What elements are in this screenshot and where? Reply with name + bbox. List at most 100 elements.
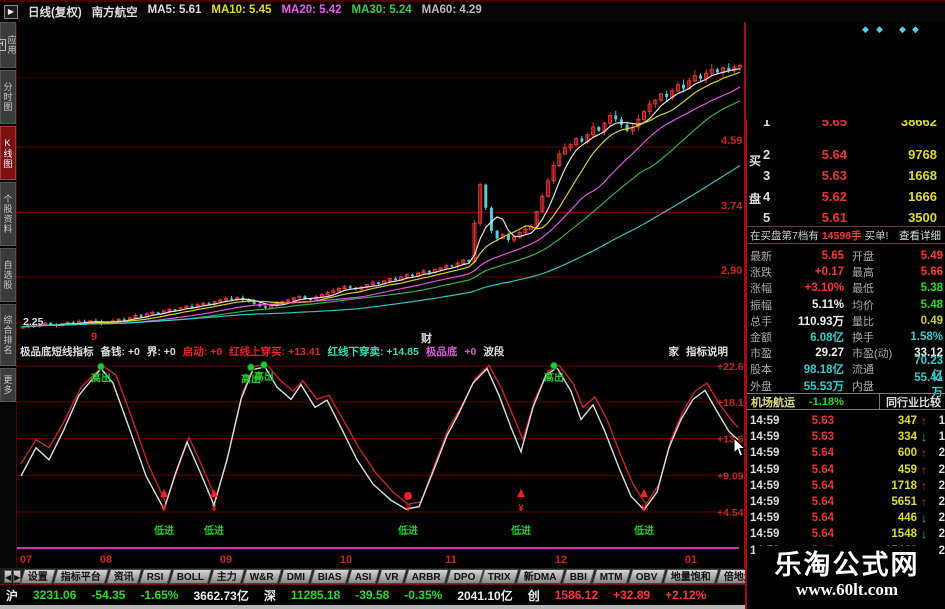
stat-label: 均价 — [852, 299, 874, 312]
order-level: 2 — [763, 146, 771, 162]
sidebar-item-K线图[interactable]: K线图 — [0, 126, 16, 180]
tab-地量饱和[interactable]: 地量饱和 — [662, 568, 719, 584]
tick-volume: 5651 — [891, 496, 917, 508]
stat-value: 29.27 — [815, 347, 844, 360]
sidebar-item-应用[interactable]: H 应用 — [0, 22, 17, 68]
sidebar-item-更多[interactable]: 更多 — [0, 368, 16, 402]
tab-ARBR[interactable]: ARBR — [403, 568, 449, 584]
order-level: 3 — [763, 167, 771, 183]
tab-倍地量[interactable]: 倍地量 — [715, 568, 745, 584]
watermark-title: 乐淘公式网 — [774, 550, 920, 580]
tick-price: 5.64 — [811, 463, 834, 476]
tab-MTM[interactable]: MTM — [592, 568, 632, 584]
tick-time: 14:59 — [750, 528, 780, 541]
order-book-row[interactable]: 5 5.61 3500 — [747, 207, 945, 225]
tab-新DMA[interactable]: 新DMA — [516, 568, 566, 584]
candlestick-chart[interactable]: 4.59 3.74 2.90 2.25 — [16, 22, 746, 344]
tab-主力[interactable]: 主力 — [209, 568, 246, 584]
tab-W&R[interactable]: W&R — [242, 568, 283, 584]
tick-row: 14:59 5.64 600 ↑ 2 — [747, 445, 945, 461]
down-arrow-icon: ↓ — [921, 511, 927, 526]
sidebar-item-label: 应用 — [6, 35, 17, 55]
title-segment-2: MA5: 5.61 — [147, 4, 202, 16]
order-level: 4 — [763, 188, 771, 204]
sidebar-item-label: 综合排名 — [2, 315, 13, 355]
scroll-left-button[interactable]: ◀ — [4, 569, 13, 583]
chart-title-ma-legend: 日线(复权) 南方航空 MA5: 5.61 MA10: 5.45 MA20: 5.42 M… — [28, 4, 482, 20]
diamond-mark: ◆ — [912, 24, 919, 34]
stat-value: +0.17 — [814, 266, 844, 279]
status-segment-10: 创 — [527, 588, 540, 603]
sidebar-item-label: 分时图 — [2, 82, 13, 112]
tab-资讯[interactable]: 资讯 — [106, 568, 143, 584]
stat-value: 5.11% — [812, 298, 844, 311]
tab-RSI[interactable]: RSI — [139, 568, 173, 584]
buy-order-book: 买盘 1 5.65 38662 2 5.64 9768 3 5.63 1668 4 5.62 1666 5… — [747, 120, 945, 224]
svg-text:09: 09 — [220, 554, 232, 566]
stat-label: 最低 — [852, 283, 874, 296]
status-segment-8: -0.35% — [404, 588, 443, 602]
tick-volume: 1718 — [891, 479, 917, 492]
stat-row: 振幅 5.11% 均价 5.48 — [747, 297, 945, 313]
tick-price: 5.64 — [811, 528, 834, 541]
tab-OBV[interactable]: OBV — [627, 568, 666, 584]
tab-DMI[interactable]: DMI — [278, 568, 314, 584]
title-segment-6: MA60: 4.29 — [421, 4, 482, 16]
order-book-row[interactable]: 4 5.62 1666 — [747, 186, 945, 206]
notice-suffix: 买单! — [864, 229, 889, 242]
up-arrow-icon: ↑ — [921, 478, 927, 493]
tab-BBI[interactable]: BBI — [561, 568, 596, 584]
stat-value: 70.23亿 — [914, 355, 943, 383]
stat-label: 市盈 — [750, 348, 772, 361]
status-segment-5: 深 — [263, 588, 276, 603]
stat-label: 股本 — [750, 364, 772, 377]
order-volume: 1666 — [908, 188, 937, 204]
sidebar-item-自选股[interactable]: 自选股 — [0, 248, 16, 302]
tick-time: 14:59 — [750, 496, 780, 508]
tick-row: 14:59 5.64 459 ↑ 2 — [747, 462, 945, 478]
up-arrow-icon: ↑ — [921, 446, 927, 461]
tab-BOLL[interactable]: BOLL — [168, 568, 213, 584]
indicator-param-1: 备钱: +0 — [100, 346, 140, 358]
scroll-right-button[interactable]: ▶ — [13, 569, 22, 583]
stat-value: 1.58% — [910, 331, 943, 343]
tick-count: 2 — [938, 512, 945, 525]
order-volume: 3500 — [908, 209, 937, 225]
order-book-row[interactable]: 2 5.64 9768 — [747, 144, 945, 164]
tab-VR[interactable]: VR — [376, 568, 408, 584]
sector-row: 机场航运 -1.18% 同行业比较 — [747, 393, 945, 410]
sidebar-item-个股资料[interactable]: 个股资料 — [0, 182, 16, 246]
order-price: 5.64 — [821, 146, 847, 162]
industry-compare-link[interactable]: 同行业比较 — [879, 393, 945, 410]
svg-text:¥: ¥ — [641, 503, 646, 513]
indicator-param-3: 启动: +0 — [182, 346, 223, 358]
sidebar-item-label: 自选股 — [2, 260, 13, 290]
play-icon[interactable]: ▶ — [4, 5, 18, 19]
tab-ASI[interactable]: ASI — [347, 568, 381, 584]
indicator-oscillator-chart[interactable]: +22.62+18.18+13.63+9.09+4.54高出高出高出高出¥低进¥… — [16, 344, 746, 568]
stat-row: 外盘 55.53万 内盘 55.41万 — [747, 372, 945, 399]
tab-设置[interactable]: 设置 — [20, 568, 57, 584]
indicator-help-link[interactable]: 指标说明 — [686, 346, 728, 358]
tab-BIAS[interactable]: BIAS — [310, 568, 351, 584]
tick-volume: 347 — [897, 415, 917, 427]
sector-name[interactable]: 机场航运 — [751, 396, 795, 409]
indicator-param-8: 波段 — [483, 346, 505, 358]
svg-text:01: 01 — [685, 554, 697, 566]
tab-TRIX[interactable]: TRIX — [480, 568, 520, 584]
order-book-row[interactable]: 3 5.63 1668 — [747, 165, 945, 185]
sidebar-item-综合排名[interactable]: 综合排名 — [0, 304, 16, 366]
tick-price: 5.64 — [811, 496, 834, 508]
sidebar-item-分时图[interactable]: 分时图 — [0, 70, 16, 124]
order-book-row[interactable]: 1 5.65 38662 — [747, 120, 945, 131]
indicator-param-7: +0 — [464, 346, 477, 358]
status-segment-13: +2.12% — [665, 588, 707, 602]
view-details-link[interactable]: 查看详细 — [899, 229, 941, 242]
svg-text:4.59: 4.59 — [721, 135, 742, 147]
tab-DPO[interactable]: DPO — [445, 568, 484, 584]
stat-row: 涨幅 +3.10% 最低 5.38 — [747, 280, 945, 296]
tab-指标平台[interactable]: 指标平台 — [53, 568, 110, 584]
tick-row: 14:59 5.64 446 ↓ 2 — [747, 510, 945, 526]
up-arrow-icon: ↑ — [921, 414, 927, 428]
indicator-param-0: 极品底短线指标 — [20, 346, 94, 358]
